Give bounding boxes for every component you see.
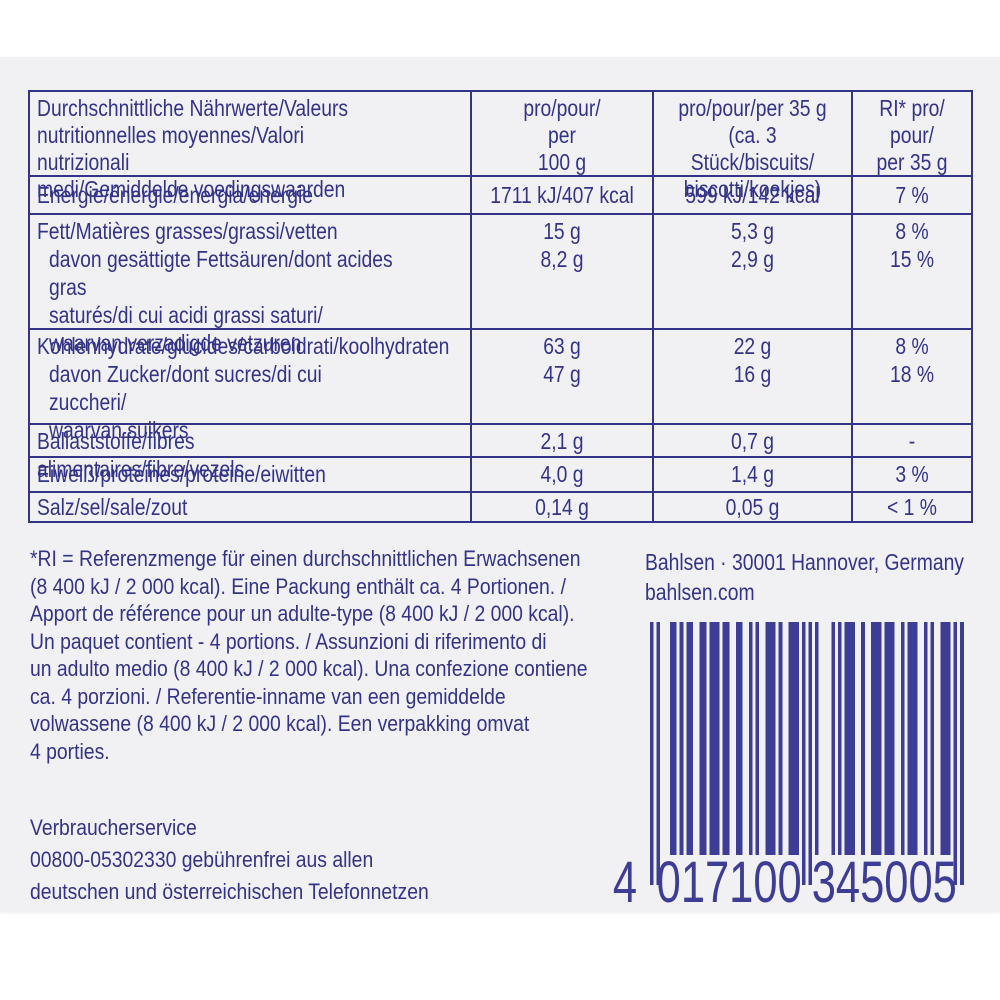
row-label: Fett/Matières grasses/grassi/vetten: [37, 218, 338, 244]
sub-value-per-35g: 16 g: [733, 361, 772, 387]
row-sublabel-sugars: davon Zucker/dont sucres/di cui zuccheri…: [49, 361, 322, 443]
table-header-row: Durchschnittliche Nährwerte/Valeurs nutr…: [30, 92, 971, 203]
value-per-100g: 15 g: [543, 218, 581, 244]
value-per-100g: 2,1 g: [540, 428, 584, 454]
value-per-35g: 599 kJ/142 kcal: [685, 182, 820, 208]
table-row-fat: Fett/Matières grasses/grassi/vetten davo…: [30, 213, 971, 357]
table-row-energy: Energie/énergie/energia/energie 1711 kJ/…: [30, 175, 971, 213]
svg-text:4: 4: [613, 850, 637, 912]
row-label: Kohlenhydrate/glucides/carboidrati/koolh…: [37, 333, 450, 359]
consumer-service-info: Verbraucherservice 00800-05302330 gebühr…: [30, 815, 429, 904]
svg-text:017100: 017100: [657, 850, 802, 912]
barcode-graphic: 4 017100 345005: [613, 622, 964, 914]
value-per-100g: 0,14 g: [535, 494, 589, 520]
value-per-100g: 63 g: [543, 333, 581, 359]
table-row-salt: Salz/sel/sale/zout 0,14 g 0,05 g < 1 %: [30, 491, 971, 521]
sub-value-per-100g: 47 g: [543, 361, 581, 387]
table-title-cell: Durchschnittliche Nährwerte/Valeurs nutr…: [30, 92, 470, 203]
table-row-carbohydrates: Kohlenhydrate/glucides/carboidrati/koolh…: [30, 328, 971, 444]
value-ri: 7 %: [895, 182, 929, 208]
ri-footnote: *RI = Referenzmenge für einen durchschni…: [30, 546, 588, 764]
value-per-35g: 0,7 g: [731, 428, 774, 454]
value-ri: -: [908, 428, 916, 454]
value-per-35g: 1,4 g: [731, 461, 774, 487]
value-ri: 8 %: [895, 218, 929, 244]
value-per-100g: 4,0 g: [540, 461, 584, 487]
column-header-ri: RI* pro/ pour/ per 35 g: [851, 92, 971, 203]
column-header-per-35g: pro/pour/per 35 g (ca. 3 Stück/biscuits/…: [652, 92, 851, 203]
value-ri: 8 %: [895, 333, 929, 359]
manufacturer-info: Bahlsen · 30001 Hannover, Germany bahlse…: [645, 549, 964, 605]
value-per-35g: 5,3 g: [731, 218, 774, 244]
sub-value-ri: 18 %: [889, 361, 935, 387]
sub-value-per-35g: 2,9 g: [731, 246, 774, 272]
table-row-protein: Eiweiß/protéines/proteine/eiwitten 4,0 g…: [30, 456, 971, 491]
value-ri: < 1 %: [887, 494, 937, 520]
column-header-per-100g: pro/pour/ per 100 g: [470, 92, 652, 203]
value-ri: 3 %: [895, 461, 929, 487]
value-per-35g: 0,05 g: [725, 494, 780, 520]
row-label: Salz/sel/sale/zout: [37, 494, 188, 520]
ean13-barcode: 4 017100 345005: [605, 622, 985, 914]
value-per-100g: 1711 kJ/407 kcal: [490, 182, 634, 208]
sub-value-per-100g: 8,2 g: [540, 246, 584, 272]
table-row-fibre: Ballaststoffe/fibres alimentaires/fibre/…: [30, 423, 971, 483]
table-title: Durchschnittliche Nährwerte/Valeurs nutr…: [37, 95, 349, 202]
row-label: Eiweiß/protéines/proteine/eiwitten: [37, 461, 326, 487]
row-label: Energie/énergie/energia/energie: [37, 182, 314, 208]
row-label: Ballaststoffe/fibres alimentaires/fibre/…: [37, 428, 245, 482]
sub-value-ri: 15 %: [889, 246, 935, 272]
nutrition-table: Durchschnittliche Nährwerte/Valeurs nutr…: [28, 90, 973, 523]
svg-text:345005: 345005: [812, 850, 957, 912]
row-sublabel-saturates: davon gesättigte Fettsäuren/dont acides …: [49, 246, 393, 356]
value-per-35g: 22 g: [733, 333, 772, 359]
